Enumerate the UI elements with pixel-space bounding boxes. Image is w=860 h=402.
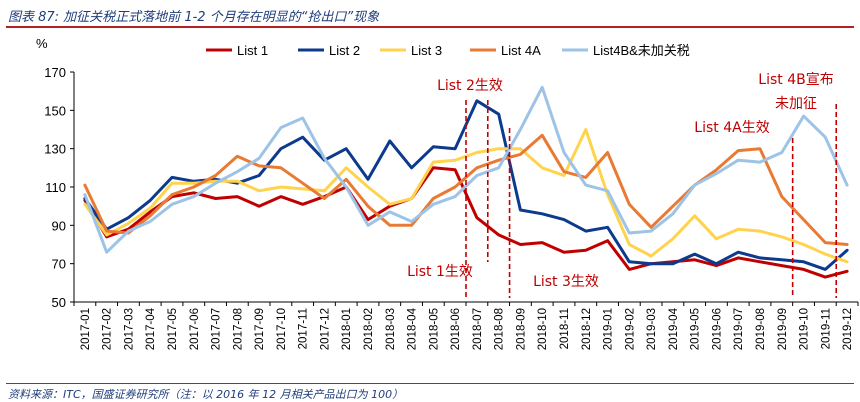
x-tick-label: 2018-01 [341, 308, 353, 350]
x-tick-label: 2018-02 [363, 308, 375, 350]
x-tick-label: 2017-11 [298, 308, 310, 349]
x-tick-label: 2019-08 [755, 308, 767, 350]
x-tick-label: 2017-10 [276, 308, 288, 350]
x-tick-label: 2017-05 [167, 308, 179, 350]
legend-label-0: List 1 [237, 43, 268, 58]
x-tick-label: 2017-12 [319, 308, 331, 350]
x-tick-label: 2017-07 [211, 308, 223, 350]
x-tick-label: 2018-06 [450, 308, 462, 350]
figure-title: 图表 87: 加征关税正式落地前 1-2 个月存在明显的“抢出口”现象 [8, 10, 380, 25]
series-line-3 [83, 133, 849, 246]
y-tick-label: 150 [44, 103, 66, 118]
series-line-0 [83, 166, 849, 279]
x-tick-label: 2019-03 [646, 308, 658, 350]
x-tick-label: 2018-08 [494, 308, 506, 350]
annotation-1: List 1生效 [407, 264, 473, 280]
event-markers: List 2生效 List 1生效 List 3生效 List 4A生效 List 4B… [407, 72, 838, 298]
x-tick-label: 2019-11 [820, 308, 832, 349]
x-tick-label: 2018-10 [537, 308, 549, 350]
annotation-3: List 4A生效 [694, 120, 769, 136]
chart-axes: 50 70 90 110 130 150 170 2017-01 2017-02 2017-03 2… [44, 65, 859, 350]
top-rule [6, 26, 854, 28]
x-tick-label: 2017-06 [189, 308, 201, 350]
x-tick-label: 2019-01 [603, 308, 615, 350]
x-tick-label: 2018-07 [472, 308, 484, 350]
x-tick-label: 2018-04 [407, 307, 419, 350]
x-tick-label: 2018-05 [428, 308, 440, 350]
x-tick-label: 2018-03 [385, 308, 397, 350]
x-tick-label: 2019-09 [777, 308, 789, 350]
x-tick-label: 2017-02 [102, 308, 114, 350]
legend-label-2: List 3 [411, 43, 442, 58]
x-tick-label: 2017-04 [145, 307, 157, 350]
x-tick-label: 2017-03 [123, 308, 135, 350]
x-tick-label: 2018-12 [581, 308, 593, 350]
bottom-rule [6, 383, 854, 384]
x-tick-label: 2019-07 [733, 308, 745, 350]
y-tick-label: 130 [44, 142, 66, 157]
x-tick-label: 2017-09 [254, 308, 266, 350]
annotation-4: List 4B宣布 [758, 72, 833, 88]
x-tick-label: 2018-11 [559, 308, 571, 349]
y-tick-label: 170 [44, 65, 66, 80]
y-tick-label: 70 [52, 257, 66, 272]
legend-label-4: List4B&未加关税 [593, 43, 690, 58]
y-tick-label: 90 [52, 218, 66, 233]
y-tick-label: 50 [52, 295, 66, 310]
x-tick-label: 2019-10 [799, 308, 811, 350]
x-tick-label: 2017-08 [232, 308, 244, 350]
legend-label-3: List 4A [501, 43, 541, 58]
x-tick-label: 2019-12 [842, 308, 854, 350]
annotation-0: List 2生效 [437, 78, 503, 94]
x-tick-label: 2019-06 [711, 308, 723, 350]
x-tick-label: 2018-09 [515, 308, 527, 350]
x-tick-label: 2019-04 [668, 307, 680, 350]
x-tick-label: 2017-01 [80, 308, 92, 350]
legend-label-1: List 2 [329, 43, 360, 58]
x-tick-label: 2019-02 [624, 308, 636, 350]
chart-legend: List 1 List 2 List 3 List 4A List4B&未加关税 [206, 43, 690, 58]
y-axis-label: % [36, 36, 48, 51]
annotation-2: List 3生效 [533, 274, 599, 290]
line-chart: 50 70 90 110 130 150 170 2017-01 2017-02 2017-03 2… [36, 36, 859, 350]
figure-source: 资料来源：ITC，国盛证券研究所（注：以 2016 年 12 月相关产品出口为 … [8, 388, 404, 401]
series-line-4 [83, 85, 849, 254]
annotation-5: 未加征 [775, 96, 817, 112]
y-tick-label: 110 [45, 180, 66, 195]
x-tick-label: 2019-05 [690, 308, 702, 350]
